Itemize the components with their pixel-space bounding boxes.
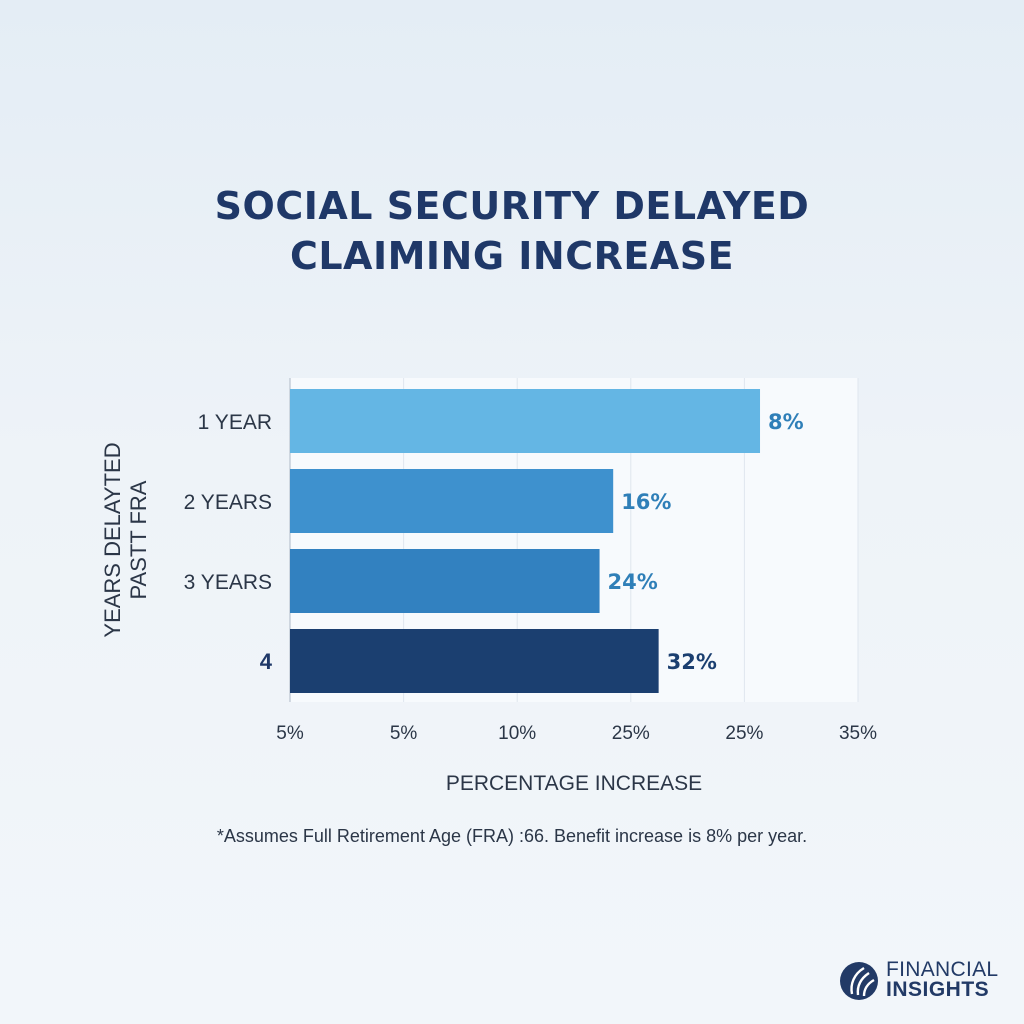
- bar: [290, 469, 614, 533]
- bar: [290, 389, 761, 453]
- data-label: 8%: [768, 410, 804, 434]
- data-label: 24%: [608, 570, 658, 594]
- data-label: 16%: [621, 490, 671, 514]
- x-tick-label: 35%: [839, 723, 877, 744]
- data-label: 32%: [667, 650, 717, 674]
- y-axis-label: YEARS DELAYTED PASTT FRA: [100, 442, 152, 637]
- x-axis-label: PERCENTAGE INCREASE: [445, 772, 703, 795]
- y-axis-label-line-1: YEARS DELAYTED: [100, 442, 125, 638]
- category-label: 2 YEARS: [184, 491, 272, 514]
- x-tick-label: 10%: [498, 723, 536, 744]
- leaf-globe-icon: [840, 962, 878, 1000]
- category-label: 3 YEARS: [184, 571, 272, 594]
- bar: [290, 549, 600, 613]
- x-tick-label: 25%: [725, 723, 763, 744]
- category-label: 1 YEAR: [198, 411, 272, 434]
- brand-logo: FINANCIAL INSIGHTS: [838, 958, 1008, 1004]
- chart-title-line-2: CLAIMING INCREASE: [289, 234, 735, 278]
- x-tick-label: 5%: [276, 723, 304, 744]
- chart-title-line-1: SOCIAL SECURITY DELAYED: [214, 184, 810, 228]
- x-tick-label: 25%: [612, 723, 650, 744]
- footnote: *Assumes Full Retirement Age (FRA) :66. …: [216, 826, 808, 846]
- bar: [290, 629, 659, 693]
- x-tick-label: 5%: [390, 723, 418, 744]
- y-axis-label-line-2: PASTT FRA: [126, 480, 151, 600]
- logo-text-financial: FINANCIAL: [886, 958, 999, 981]
- category-label: 4: [260, 649, 273, 674]
- logo-text-insights: INSIGHTS: [886, 978, 990, 1001]
